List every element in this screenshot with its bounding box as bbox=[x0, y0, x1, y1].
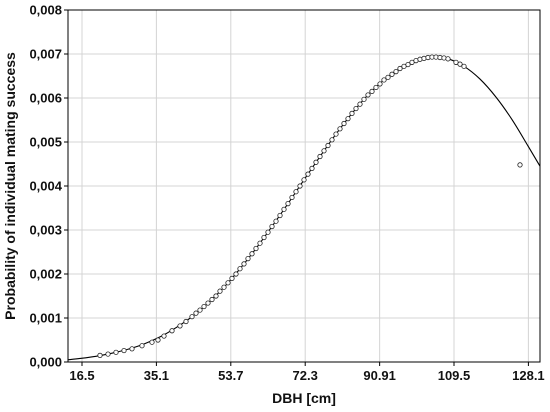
data-point bbox=[169, 328, 175, 334]
x-tick-label: 16.5 bbox=[69, 368, 94, 383]
data-point bbox=[201, 303, 207, 310]
data-point bbox=[313, 159, 319, 165]
data-point bbox=[261, 234, 267, 241]
data-point bbox=[337, 126, 343, 132]
data-point bbox=[349, 110, 355, 117]
data-point bbox=[373, 84, 379, 91]
data-point bbox=[257, 240, 263, 246]
data-point bbox=[301, 177, 307, 183]
data-point bbox=[229, 275, 235, 281]
data-point bbox=[333, 131, 339, 137]
data-point bbox=[341, 120, 347, 127]
data-point bbox=[129, 346, 135, 352]
x-axis-ticks: 16.5 35.1 53.7 72.3 90.91 109.5 128.1 bbox=[69, 362, 545, 383]
y-tick-label: 0,007 bbox=[29, 47, 62, 62]
data-point bbox=[397, 65, 403, 72]
data-point bbox=[245, 255, 251, 262]
data-point bbox=[405, 61, 411, 68]
y-tick-label: 0,005 bbox=[29, 135, 62, 150]
data-point bbox=[225, 280, 231, 286]
data-point bbox=[121, 347, 127, 354]
data-point bbox=[365, 92, 371, 98]
data-point bbox=[269, 223, 275, 230]
data-point bbox=[345, 116, 351, 122]
data-point bbox=[209, 296, 215, 303]
y-tick-label: 0,000 bbox=[29, 355, 62, 370]
x-tick-label: 128.1 bbox=[512, 368, 545, 383]
data-point bbox=[385, 74, 391, 80]
data-point bbox=[189, 314, 195, 320]
data-point bbox=[325, 142, 331, 149]
data-point bbox=[357, 101, 363, 107]
y-tick-label: 0,003 bbox=[29, 223, 62, 238]
data-point bbox=[193, 310, 199, 316]
y-axis-label: Probability of individual mating success bbox=[2, 52, 18, 320]
y-tick-label: 0,008 bbox=[29, 3, 62, 18]
data-point bbox=[105, 351, 111, 357]
data-point bbox=[277, 212, 283, 219]
data-point bbox=[381, 77, 387, 83]
data-point bbox=[393, 69, 399, 75]
data-point bbox=[155, 337, 161, 343]
data-point bbox=[97, 352, 103, 358]
data-point bbox=[249, 251, 255, 257]
x-tick-label: 53.7 bbox=[218, 368, 243, 383]
data-point bbox=[305, 171, 311, 177]
x-tick-label: 72.3 bbox=[293, 368, 318, 383]
data-point bbox=[445, 56, 451, 62]
data-point bbox=[113, 349, 119, 355]
data-point bbox=[361, 96, 367, 102]
data-point bbox=[241, 261, 247, 267]
data-point bbox=[273, 218, 279, 224]
data-point bbox=[213, 293, 219, 299]
data-point bbox=[353, 105, 359, 112]
data-point bbox=[317, 153, 323, 160]
data-point bbox=[233, 271, 239, 277]
y-tick-label: 0,001 bbox=[29, 311, 62, 326]
data-points-layer bbox=[97, 54, 523, 358]
y-tick-label: 0,002 bbox=[29, 267, 62, 282]
data-point bbox=[285, 201, 291, 207]
data-point bbox=[517, 162, 523, 168]
data-point bbox=[205, 300, 211, 306]
data-point bbox=[197, 307, 203, 313]
data-point bbox=[309, 165, 315, 171]
data-point bbox=[281, 206, 287, 212]
y-axis-ticks: 0,000 0,001 0,002 0,003 0,004 0,005 0,006 0,007… bbox=[29, 3, 68, 370]
data-point bbox=[161, 333, 167, 339]
data-point bbox=[369, 88, 375, 95]
data-point bbox=[221, 284, 227, 290]
data-point bbox=[217, 288, 223, 294]
x-axis-label: DBH [cm] bbox=[272, 390, 336, 406]
data-point bbox=[237, 266, 243, 272]
data-point bbox=[139, 343, 145, 349]
data-point bbox=[265, 229, 271, 235]
data-point bbox=[329, 137, 335, 143]
data-point bbox=[293, 189, 299, 195]
data-point bbox=[253, 245, 259, 252]
data-point bbox=[461, 63, 467, 69]
data-point bbox=[389, 71, 395, 77]
data-point bbox=[177, 323, 183, 329]
data-point bbox=[289, 194, 295, 201]
y-tick-label: 0,004 bbox=[29, 179, 62, 194]
y-tick-label: 0,006 bbox=[29, 91, 62, 106]
data-point bbox=[321, 148, 327, 154]
x-tick-label: 109.5 bbox=[438, 368, 471, 383]
data-point bbox=[457, 61, 463, 67]
data-point bbox=[297, 183, 303, 189]
data-point bbox=[149, 339, 155, 345]
data-point bbox=[377, 81, 383, 87]
x-tick-label: 90.91 bbox=[363, 368, 396, 383]
x-tick-label: 35.1 bbox=[144, 368, 169, 383]
data-point bbox=[183, 318, 189, 325]
